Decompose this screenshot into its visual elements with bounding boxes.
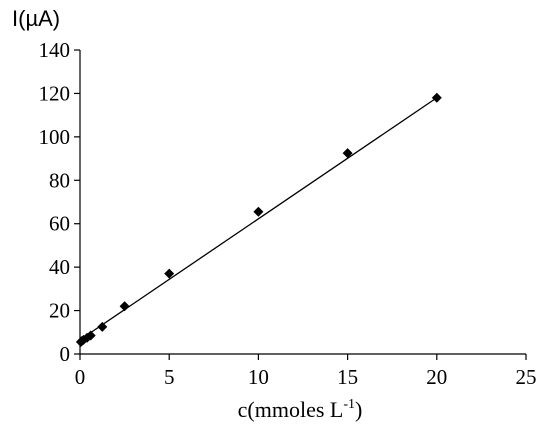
x-ticks: 0 5 10 15 20 25 bbox=[75, 354, 537, 389]
axes bbox=[79, 50, 526, 355]
fit-line bbox=[79, 97, 438, 341]
y-tick-label: 0 bbox=[60, 342, 71, 366]
y-tick-label: 100 bbox=[39, 125, 71, 149]
x-axis-title: c(mmoles L-1) bbox=[238, 397, 363, 422]
x-tick-label: 0 bbox=[75, 365, 86, 389]
x-tick-label: 20 bbox=[426, 365, 447, 389]
data-point bbox=[342, 148, 353, 159]
y-tick-label: 140 bbox=[39, 38, 71, 62]
y-tick-label: 40 bbox=[49, 255, 70, 279]
y-tick-label: 80 bbox=[49, 168, 70, 192]
data-point bbox=[97, 321, 108, 332]
data-point bbox=[253, 206, 264, 217]
x-tick-label: 5 bbox=[164, 365, 175, 389]
y-tick-label: 20 bbox=[49, 299, 70, 323]
x-axis-title-base: c(mmoles L bbox=[238, 397, 344, 422]
data-point bbox=[119, 301, 130, 312]
data-point bbox=[85, 330, 96, 341]
y-tick-label: 60 bbox=[49, 212, 70, 236]
x-tick-label: 10 bbox=[248, 365, 269, 389]
y-tick-label: 120 bbox=[39, 81, 71, 105]
fit-line-group bbox=[79, 97, 438, 341]
x-axis-title-exp: -1 bbox=[343, 397, 355, 412]
data-point bbox=[431, 92, 442, 103]
y-axis-title: I(µA) bbox=[12, 6, 60, 31]
data-points bbox=[75, 92, 442, 348]
x-axis-title-close: ) bbox=[355, 397, 362, 422]
y-ticks: 0 20 40 60 80 100 120 140 bbox=[39, 38, 80, 366]
x-tick-label: 15 bbox=[337, 365, 358, 389]
x-tick-label: 25 bbox=[516, 365, 537, 389]
data-point bbox=[164, 268, 175, 279]
